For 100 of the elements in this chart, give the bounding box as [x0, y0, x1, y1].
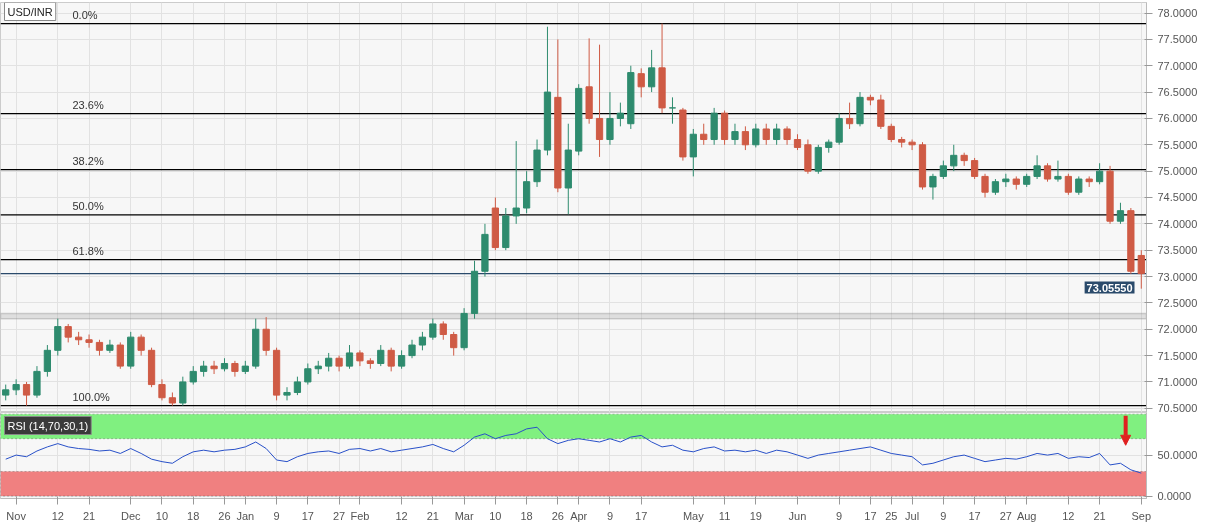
- y-tick-label: 75.0000: [1157, 165, 1198, 178]
- y-tick-label: 50.0000: [1157, 449, 1198, 462]
- candlestick: [773, 123, 781, 146]
- candlestick: [397, 349, 406, 370]
- annotation: 61.8%: [72, 244, 104, 257]
- candlestick: [429, 318, 437, 341]
- candlestick: [981, 173, 989, 198]
- category-label: 12: [51, 509, 64, 522]
- candlestick: [1002, 173, 1010, 188]
- candlestick: [1116, 202, 1125, 225]
- candlestick: [929, 173, 937, 201]
- category-label: Apr: [570, 509, 588, 522]
- candlestick: [1095, 162, 1104, 185]
- candlestick: [43, 344, 52, 378]
- category-label: 17: [968, 509, 981, 522]
- candlestick: [158, 378, 166, 401]
- category-label: 18: [187, 509, 200, 522]
- candlestick: [377, 344, 385, 367]
- y-tick-label: 77.0000: [1157, 59, 1198, 72]
- y-tick-label: 77.5000: [1157, 33, 1198, 46]
- candlestick: [814, 144, 822, 175]
- category-label: Sep: [1131, 509, 1152, 522]
- y-tick-label: 73.5000: [1157, 244, 1198, 257]
- candlestick: [12, 378, 20, 396]
- category-label: 25: [885, 509, 898, 522]
- category-label: 21: [426, 509, 439, 522]
- candlestick: [689, 128, 697, 177]
- candlestick: [293, 376, 302, 396]
- candlestick: [1033, 154, 1041, 180]
- category-label: 18: [520, 509, 533, 522]
- category-label: 19: [749, 509, 762, 522]
- category-label: Jul: [905, 509, 920, 522]
- category-label: Jan: [236, 509, 255, 522]
- candlestick: [439, 320, 447, 341]
- y-tick-label: 70.5000: [1157, 402, 1198, 415]
- candlestick: [637, 67, 645, 98]
- category-label: 9: [606, 509, 614, 522]
- annotation: 38.2%: [72, 154, 104, 167]
- y-tick-label: 76.5000: [1157, 86, 1198, 99]
- candlestick: [1075, 175, 1083, 196]
- candlestick: [762, 123, 770, 146]
- candlestick: [887, 123, 895, 143]
- candlestick: [783, 125, 791, 146]
- candlestick: [1064, 173, 1072, 196]
- y-tick-label: 72.5000: [1157, 296, 1198, 309]
- candlestick: [325, 352, 333, 372]
- category-label: 21: [82, 509, 96, 522]
- candlestick: [606, 91, 614, 146]
- candlestick: [908, 139, 916, 151]
- y-tick-label: 78.0000: [1157, 7, 1198, 20]
- y-tick-label: 73.0000: [1157, 270, 1198, 283]
- category-label: Aug: [1016, 509, 1037, 522]
- candlestick: [304, 362, 312, 386]
- category-label: 26: [218, 509, 231, 522]
- y-tick-label: 76.0000: [1157, 112, 1198, 125]
- candlestick: [116, 341, 124, 370]
- category-label: 27: [999, 509, 1012, 522]
- candlestick: [950, 144, 958, 172]
- candlestick: [22, 381, 31, 407]
- candlestick: [54, 318, 62, 357]
- text: RSI (14,70,30,1): [7, 419, 89, 432]
- category-label: Feb: [350, 509, 370, 522]
- y-tick-label: 72.0000: [1157, 323, 1198, 336]
- category-label: 27: [332, 509, 346, 522]
- annotation: 0.0%: [72, 8, 98, 21]
- category-label: 9: [836, 509, 843, 522]
- candlestick: [731, 123, 739, 146]
- category-label: 11: [718, 509, 731, 522]
- candlestick: [648, 49, 656, 93]
- candlestick: [752, 123, 760, 148]
- candlestick: [668, 96, 677, 125]
- candlestick: [616, 102, 625, 127]
- category-label: 10: [155, 509, 169, 522]
- candlestick: [1043, 162, 1052, 183]
- candlestick: [179, 376, 187, 407]
- y-tick-label: 0.0000: [1157, 490, 1192, 503]
- candlestick: [210, 360, 218, 375]
- candlestick: [283, 386, 291, 401]
- annotation: 50.0%: [72, 199, 104, 212]
- candlestick: [189, 365, 197, 386]
- category-label: 17: [635, 509, 648, 522]
- candlestick: [64, 323, 72, 343]
- category-label: 9: [940, 509, 947, 522]
- candlestick: [85, 334, 93, 349]
- category-label: 17: [301, 509, 314, 522]
- category-label: Mar: [454, 509, 474, 522]
- candlestick: [33, 365, 41, 399]
- category-label: 10: [489, 509, 502, 522]
- candlestick: [970, 157, 979, 180]
- candlestick: [700, 123, 708, 146]
- candlestick: [262, 316, 270, 357]
- candlestick: [595, 44, 604, 158]
- candlestick: [408, 339, 416, 359]
- y-tick-label: 71.0000: [1157, 375, 1198, 388]
- y-tick-label: 74.5000: [1157, 191, 1198, 204]
- candlestick: [512, 140, 520, 225]
- category-label: 9: [273, 509, 280, 522]
- candlestick: [345, 344, 354, 370]
- candlestick: [939, 160, 947, 180]
- category-label: May: [682, 509, 704, 522]
